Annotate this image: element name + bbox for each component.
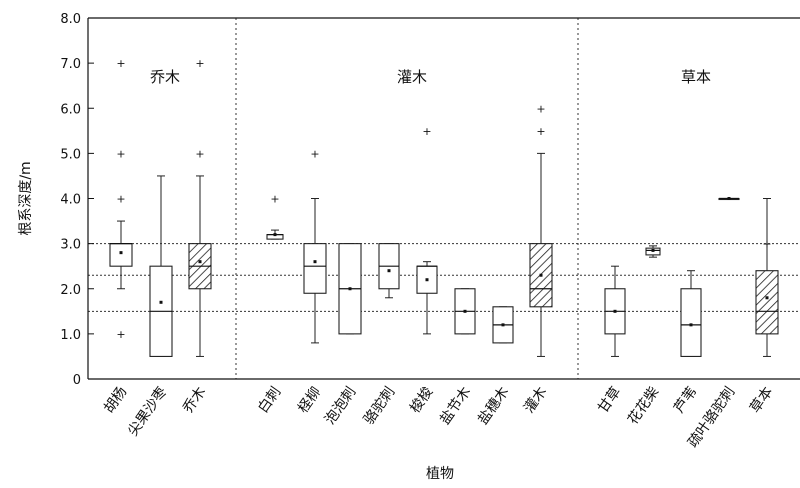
mean-marker bbox=[539, 273, 543, 277]
box-灌木: ++ bbox=[529, 102, 553, 357]
mean-marker bbox=[313, 260, 317, 264]
outlier-marker: + bbox=[116, 328, 125, 341]
category-label: 灌木 bbox=[521, 384, 550, 416]
box-梭梭: + bbox=[416, 125, 438, 335]
mean-marker bbox=[765, 296, 769, 300]
mean-marker bbox=[689, 323, 693, 327]
group-label: 草本 bbox=[681, 68, 711, 86]
y-tick-label: 0 bbox=[73, 373, 81, 388]
box-乔木: ++ bbox=[188, 57, 212, 357]
box-iqr bbox=[303, 243, 327, 294]
box-iqr bbox=[109, 243, 133, 267]
category-label: 花花柴 bbox=[625, 384, 662, 428]
mean-marker bbox=[387, 269, 391, 273]
mean-marker bbox=[348, 287, 352, 291]
category-label: 骆驼刺 bbox=[360, 384, 398, 428]
y-tick-label: 8.0 bbox=[60, 12, 81, 27]
box-iqr bbox=[680, 288, 702, 357]
mean-marker bbox=[651, 248, 655, 252]
category-label: 泡泡刺 bbox=[322, 384, 359, 428]
y-tick-label: 3.0 bbox=[60, 238, 81, 253]
outlier-marker: + bbox=[422, 125, 431, 138]
category-label: 柽柳 bbox=[294, 384, 324, 417]
box-series: +++++++++ +++ bbox=[109, 57, 779, 357]
outlier-marker: + bbox=[310, 147, 319, 160]
box-芦苇 bbox=[680, 270, 702, 357]
category-label: 甘草 bbox=[595, 384, 624, 416]
box-盐节木 bbox=[454, 288, 476, 335]
box-盐穗木 bbox=[492, 306, 514, 344]
category-label: 梭梭 bbox=[406, 384, 436, 417]
outlier-marker: + bbox=[195, 147, 204, 160]
box-甘草 bbox=[604, 265, 626, 357]
category-label: 草本 bbox=[747, 384, 776, 416]
box-泡泡刺 bbox=[338, 243, 362, 335]
group-label: 灌木 bbox=[397, 68, 427, 86]
category-label: 尖果沙枣 bbox=[125, 384, 170, 439]
category-label: 盐穗木 bbox=[475, 384, 512, 428]
mean-marker bbox=[463, 309, 467, 313]
box-草本: + bbox=[755, 198, 779, 357]
outlier-marker: + bbox=[536, 125, 545, 138]
x-axis-title: 植物 bbox=[426, 466, 454, 482]
outlier-marker: + bbox=[270, 193, 279, 206]
outlier-marker: + bbox=[116, 147, 125, 160]
plot-frame bbox=[87, 17, 800, 380]
outlier-marker: + bbox=[116, 193, 125, 206]
box-iqr bbox=[755, 270, 779, 335]
box-疏叶骆驼刺 bbox=[718, 197, 740, 201]
category-label: 白刺 bbox=[255, 384, 284, 416]
mean-marker bbox=[159, 300, 163, 304]
group-label: 乔木 bbox=[150, 68, 180, 86]
box-尖果沙枣 bbox=[149, 175, 173, 357]
outlier-marker: + bbox=[762, 238, 771, 251]
box-柽柳: + bbox=[303, 147, 327, 344]
category-label: 乔木 bbox=[180, 384, 209, 416]
y-tick-label: 1.0 bbox=[60, 328, 81, 343]
category-label: 盐节木 bbox=[437, 384, 474, 428]
y-tick-label: 6.0 bbox=[60, 102, 81, 117]
box-骆驼刺 bbox=[378, 243, 400, 299]
outlier-marker: + bbox=[195, 57, 204, 70]
box-胡杨: + + + + bbox=[109, 57, 133, 341]
category-label: 胡杨 bbox=[101, 384, 130, 416]
y-tick-label: 2.0 bbox=[60, 283, 81, 298]
mean-marker bbox=[119, 251, 123, 255]
y-axis-title: 根系深度/m bbox=[18, 161, 34, 235]
category-label: 芦苇 bbox=[671, 384, 700, 416]
mean-marker bbox=[501, 323, 505, 327]
mean-marker bbox=[727, 197, 731, 200]
outlier-marker: + bbox=[536, 102, 545, 115]
box-白刺: + bbox=[266, 193, 284, 240]
mean-marker bbox=[613, 309, 617, 313]
y-tick-label: 5.0 bbox=[60, 147, 81, 162]
mean-marker bbox=[425, 278, 429, 282]
outlier-marker: + bbox=[116, 57, 125, 70]
y-tick-label: 4.0 bbox=[60, 193, 81, 208]
box-花花柴 bbox=[645, 245, 661, 258]
y-tick-label: 7.0 bbox=[60, 57, 81, 72]
mean-marker bbox=[198, 260, 202, 264]
mean-marker bbox=[273, 233, 277, 237]
